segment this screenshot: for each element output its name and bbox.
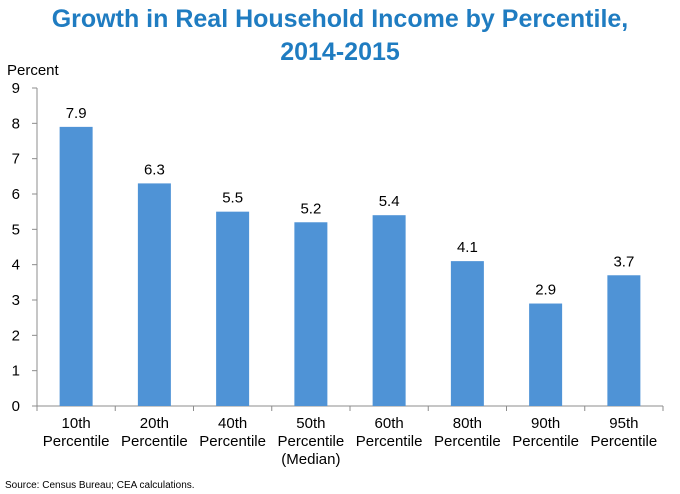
data-label: 3.7: [613, 253, 634, 270]
bar: [216, 211, 250, 406]
data-label: 6.3: [144, 161, 165, 178]
bars: [59, 126, 641, 406]
data-label: 5.2: [300, 200, 321, 217]
category-label: 90th Percentile: [512, 415, 579, 450]
data-label: 5.4: [379, 193, 400, 210]
category-label: 20th Percentile: [121, 415, 188, 450]
category-label: 80th Percentile: [434, 415, 501, 450]
y-tick-label: 5: [12, 221, 20, 238]
x-axis: [36, 405, 664, 411]
bar: [59, 126, 93, 406]
y-axis-label: Percent: [7, 62, 60, 79]
category-label: 10th Percentile: [43, 415, 110, 450]
y-axis: 0 1 2 3 4 5 6 7 8 9: [12, 80, 38, 415]
bar: [372, 215, 406, 406]
y-tick-label: 0: [12, 398, 20, 415]
category-label: 40th Percentile: [199, 415, 266, 450]
bar: [529, 303, 563, 406]
y-tick-label: 7: [12, 151, 20, 168]
y-tick-label: 2: [12, 327, 20, 344]
data-label: 7.9: [66, 105, 87, 122]
chart-title: Growth in Real Household Income by Perce…: [52, 5, 629, 33]
bar: [450, 261, 484, 406]
y-tick-label: 3: [12, 292, 20, 309]
bar: [607, 275, 641, 406]
category-label: 95th Percentile: [591, 415, 658, 450]
bar: [294, 222, 328, 406]
data-labels: 7.9 6.3 5.5 5.2 5.4 4.1 2.9 3.7: [66, 105, 635, 299]
data-label: 4.1: [457, 239, 478, 256]
y-tick-label: 8: [12, 115, 20, 132]
data-label: 2.9: [535, 282, 556, 299]
chart-title-line-2: 2014-2015: [280, 38, 400, 66]
bar: [137, 183, 171, 406]
category-label: 50th Percentile (Median): [278, 415, 345, 468]
data-label: 5.5: [222, 190, 243, 207]
y-tick-label: 6: [12, 186, 20, 203]
category-label: 60th Percentile: [356, 415, 423, 450]
source-note: Source: Census Bureau; CEA calculations.: [5, 480, 195, 491]
y-tick-label: 1: [12, 363, 20, 380]
y-tick-label: 9: [12, 80, 20, 97]
y-tick-label: 4: [12, 257, 20, 274]
category-labels: 10th Percentile 20th Percentile 40th Percenti…: [43, 415, 657, 468]
